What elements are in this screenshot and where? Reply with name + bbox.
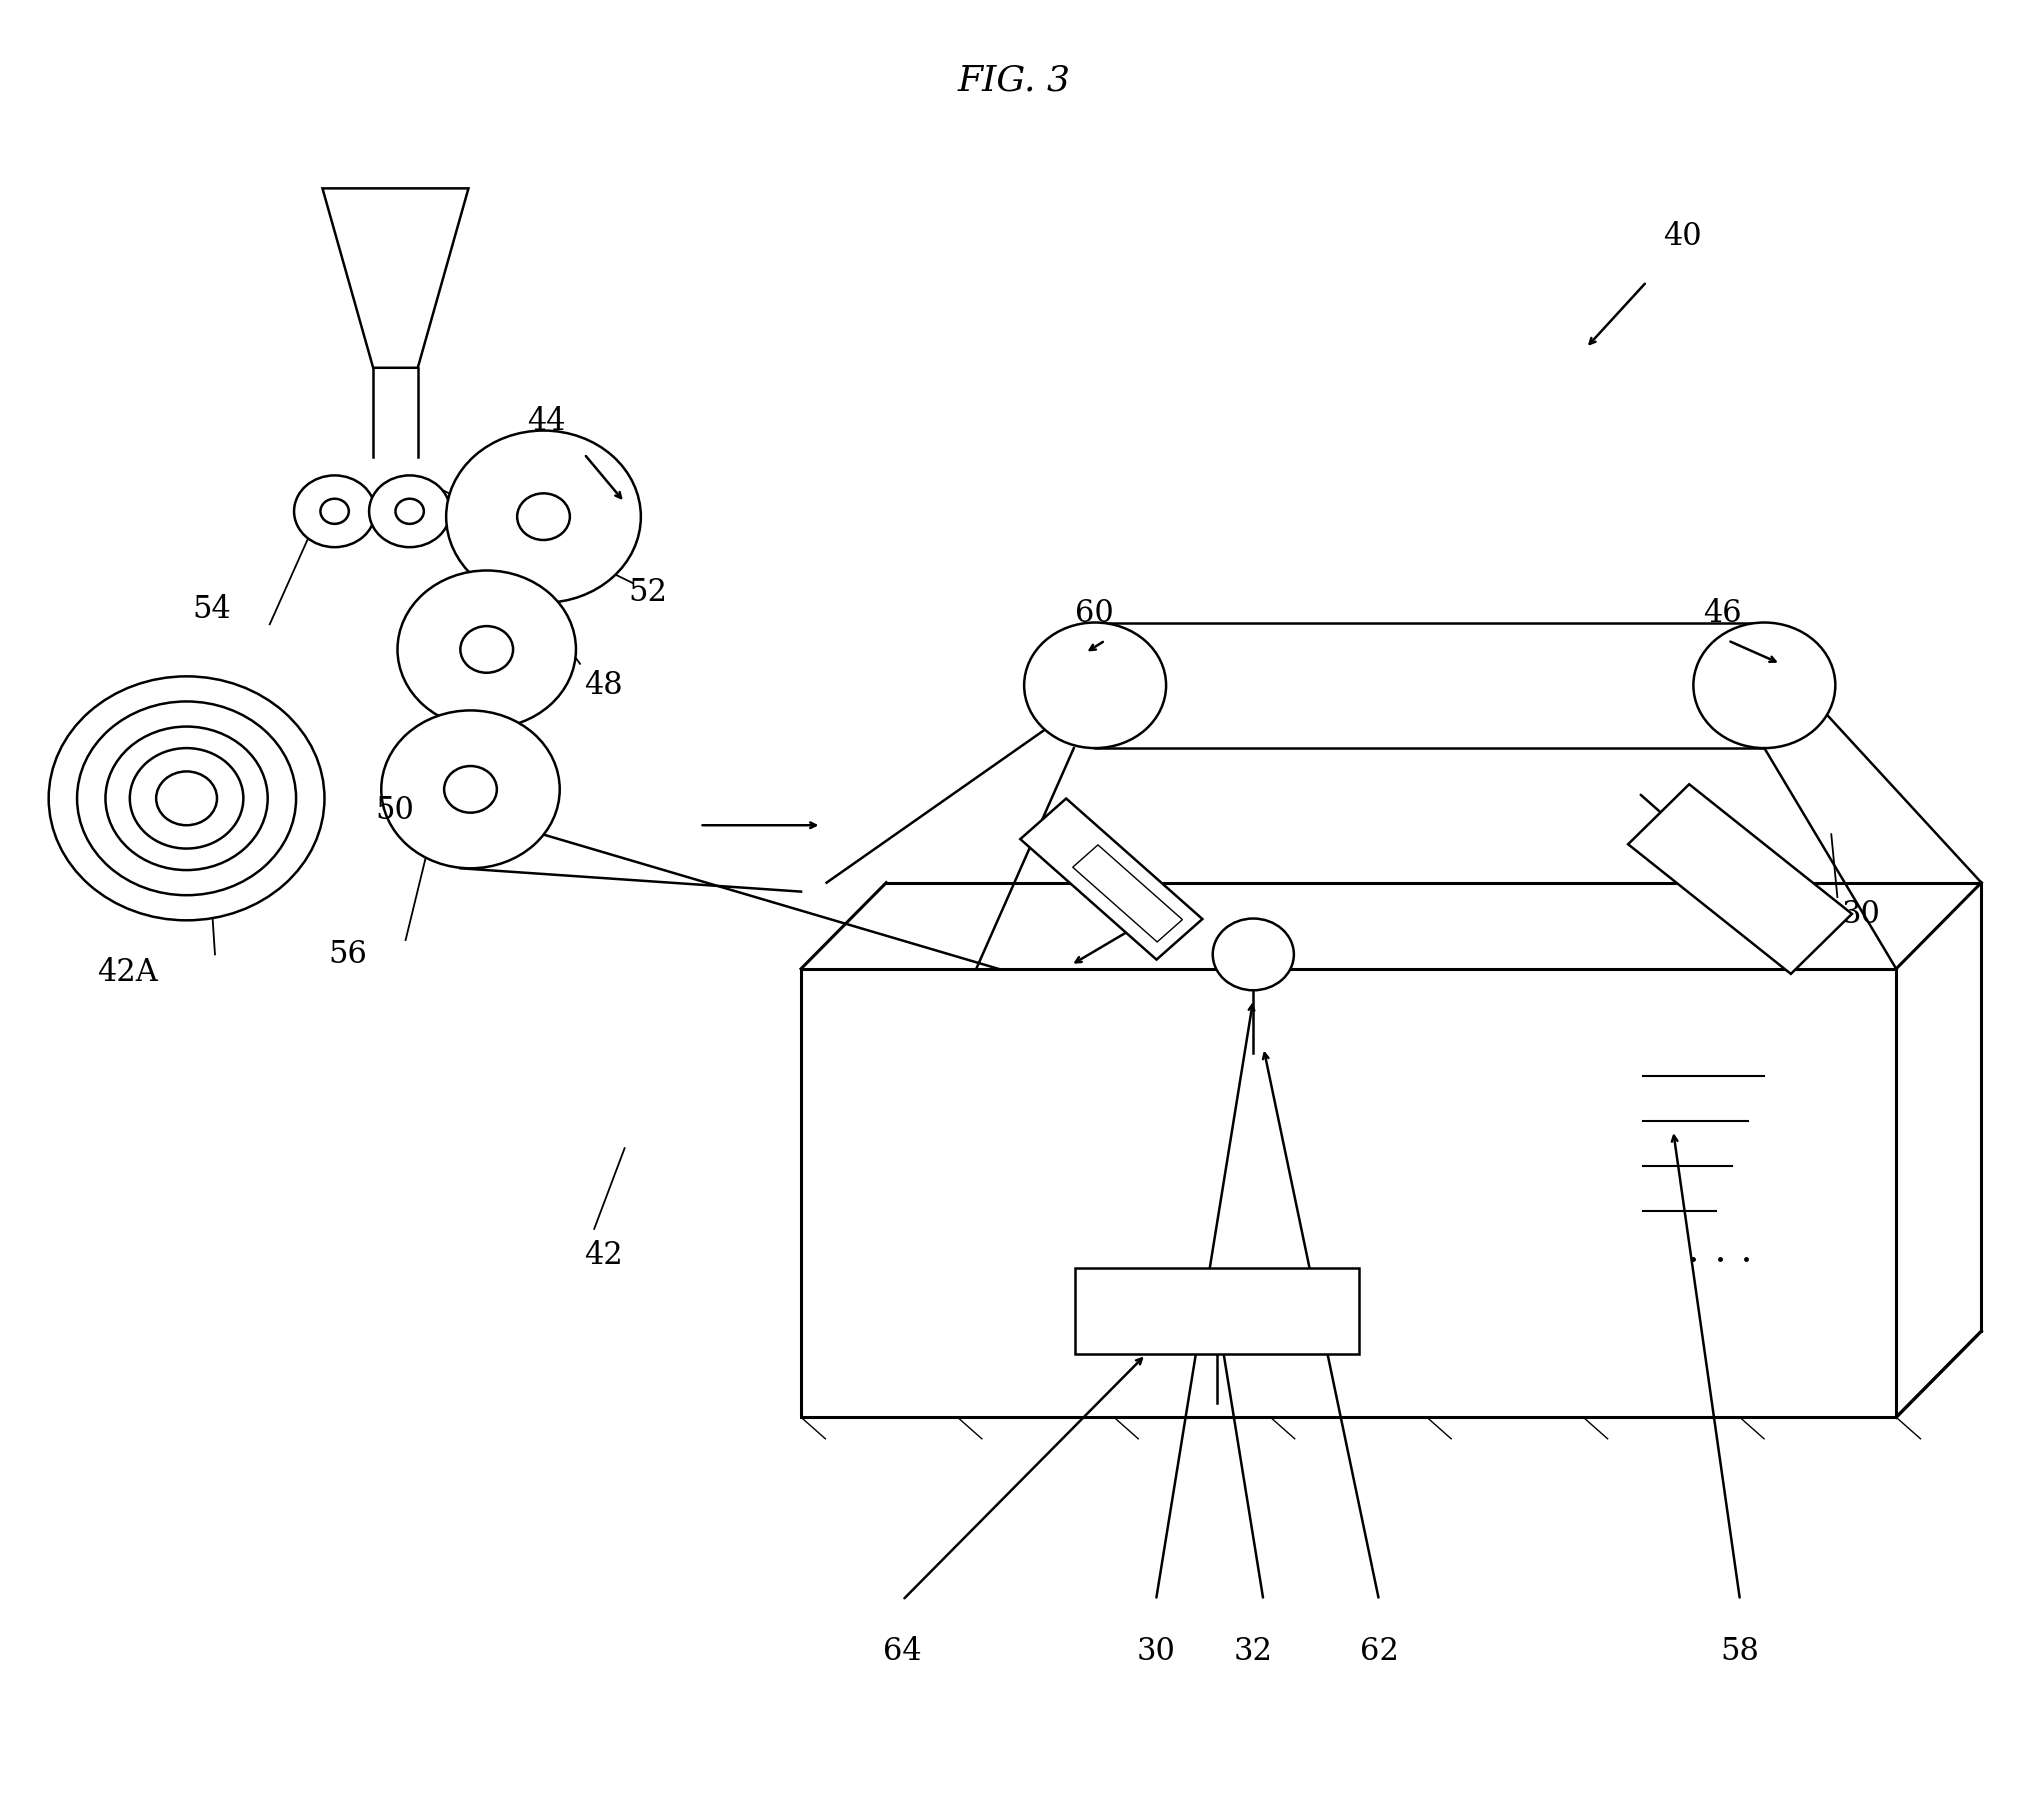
Circle shape [1024, 623, 1166, 748]
Bar [1075, 1268, 1359, 1354]
Text: 32: 32 [1233, 1636, 1274, 1667]
Circle shape [1213, 919, 1294, 990]
Circle shape [1693, 623, 1835, 748]
Text: 64: 64 [882, 1636, 923, 1667]
Text: 52: 52 [629, 576, 667, 608]
Text: 46: 46 [1704, 597, 1742, 630]
Circle shape [320, 499, 349, 524]
Circle shape [460, 626, 513, 673]
Circle shape [156, 771, 217, 825]
Polygon shape [1073, 845, 1182, 942]
Text: 30: 30 [1841, 899, 1880, 931]
Circle shape [517, 493, 570, 540]
Text: 56: 56 [329, 938, 367, 971]
Circle shape [77, 701, 296, 895]
Text: 58: 58 [1720, 1636, 1760, 1667]
Text: 60: 60 [1075, 597, 1113, 630]
Bar [801, 969, 1896, 1417]
Circle shape [444, 766, 497, 813]
Text: 40: 40 [1663, 221, 1701, 253]
Circle shape [381, 710, 560, 868]
Text: 42A: 42A [97, 956, 158, 988]
Circle shape [446, 431, 641, 603]
Polygon shape [1628, 784, 1852, 974]
Text: 30: 30 [1136, 1636, 1176, 1667]
Circle shape [397, 570, 576, 728]
Text: 50: 50 [375, 795, 414, 827]
Circle shape [395, 499, 424, 524]
Text: 42: 42 [584, 1240, 623, 1272]
Text: 62: 62 [1359, 1636, 1399, 1667]
Circle shape [105, 727, 268, 870]
Circle shape [130, 748, 243, 849]
Polygon shape [322, 188, 468, 368]
Polygon shape [1020, 798, 1203, 960]
Text: 44: 44 [527, 405, 566, 438]
Circle shape [49, 676, 324, 920]
Circle shape [369, 475, 450, 547]
Text: 54: 54 [193, 594, 231, 626]
Circle shape [294, 475, 375, 547]
Text: FIG. 3: FIG. 3 [957, 65, 1071, 97]
Text: 48: 48 [584, 669, 623, 701]
